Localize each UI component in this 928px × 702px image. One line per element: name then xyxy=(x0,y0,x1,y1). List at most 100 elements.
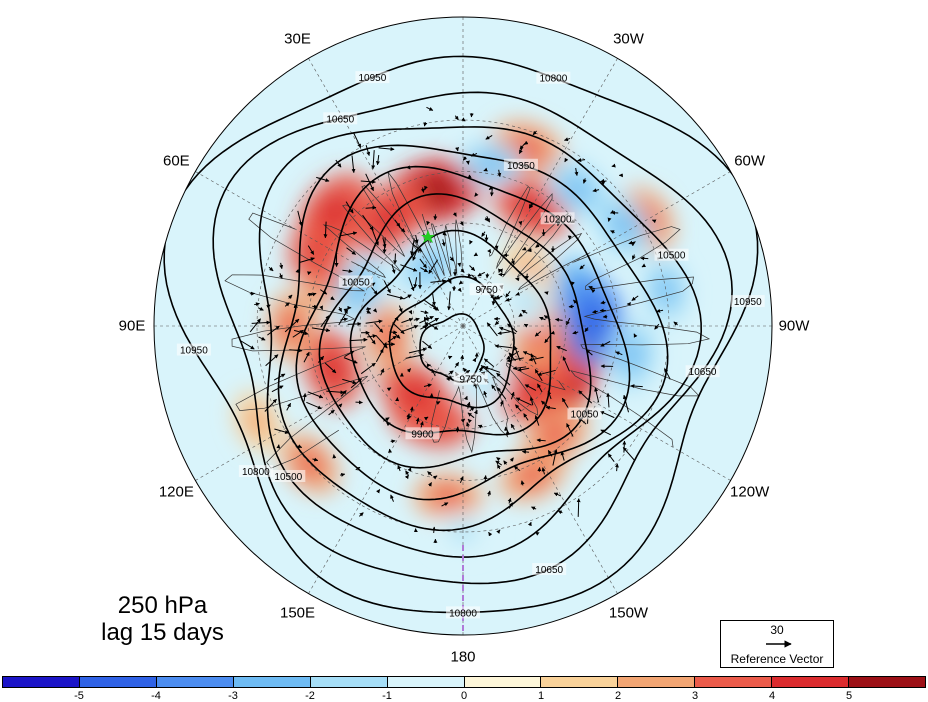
wind-vector xyxy=(264,398,277,412)
wind-vector xyxy=(376,489,381,494)
wind-vector xyxy=(426,220,431,226)
colorbar-tick-label: 3 xyxy=(691,690,699,702)
wind-vector xyxy=(295,269,300,274)
colorbar-swatch xyxy=(156,677,234,687)
wind-vector xyxy=(491,384,497,391)
wind-vector xyxy=(461,117,466,122)
wind-vector xyxy=(561,397,569,409)
wind-vector xyxy=(312,304,318,309)
wind-vector xyxy=(654,323,660,330)
wind-vector xyxy=(541,467,546,475)
wind-vector xyxy=(339,472,346,477)
svg-text:10950: 10950 xyxy=(734,297,762,308)
wind-vector xyxy=(386,422,391,427)
wind-vector xyxy=(279,262,284,270)
wind-vector xyxy=(447,291,452,311)
wind-vector xyxy=(505,291,511,298)
wind-vector xyxy=(375,155,380,166)
wind-vector xyxy=(365,173,374,192)
wind-vector xyxy=(254,302,260,307)
height-contour xyxy=(419,312,485,384)
anomaly-core xyxy=(516,289,539,316)
wind-vector xyxy=(426,106,434,111)
title-block: 250 hPa lag 15 days xyxy=(80,592,245,646)
wind-vector xyxy=(265,354,279,367)
wind-vector xyxy=(302,392,307,402)
wind-vector xyxy=(307,292,313,297)
wind-vector xyxy=(420,310,429,315)
wind-vector xyxy=(365,205,377,210)
wind-vector xyxy=(656,308,664,313)
wind-vector xyxy=(407,467,412,472)
wind-vector xyxy=(392,322,405,335)
wind-vector xyxy=(320,315,330,328)
wind-vector xyxy=(249,318,261,333)
wind-vector xyxy=(312,457,319,462)
wind-vector xyxy=(284,318,300,333)
coastline xyxy=(489,185,591,291)
wind-vector xyxy=(607,453,615,462)
wind-vector xyxy=(307,391,324,399)
wind-vector xyxy=(273,373,286,381)
wind-vector xyxy=(452,212,457,217)
colorbar-swatch xyxy=(387,677,465,687)
contour-label: 10650 xyxy=(532,563,567,576)
wind-vector xyxy=(408,309,413,315)
wind-vector xyxy=(374,322,384,333)
wind-vector xyxy=(524,140,529,145)
wind-vector xyxy=(517,367,530,372)
wind-vector xyxy=(557,510,563,515)
colorbar-tick-label: 5 xyxy=(845,690,853,702)
longitude-label: 150W xyxy=(608,604,649,622)
wind-vector xyxy=(509,457,514,462)
wind-vector xyxy=(268,266,274,272)
wind-vector xyxy=(529,396,534,406)
colorbar-tick-label: 1 xyxy=(537,690,545,702)
wind-vector xyxy=(472,357,477,363)
wind-vector xyxy=(390,439,396,444)
wind-vector xyxy=(383,280,391,294)
wind-vector xyxy=(544,291,549,296)
wind-vector xyxy=(347,321,362,326)
wind-vector xyxy=(251,320,271,325)
wind-vector xyxy=(335,159,342,168)
wind-vector xyxy=(274,428,290,434)
coastline xyxy=(224,212,368,469)
wind-vector xyxy=(393,253,398,265)
wind-vector xyxy=(600,300,606,305)
wind-vector xyxy=(267,325,280,336)
wind-vector xyxy=(566,317,571,326)
wind-vector xyxy=(503,460,508,465)
wind-vector xyxy=(510,391,515,400)
contour-label: 10050 xyxy=(567,407,602,420)
wind-vector xyxy=(423,416,429,421)
wind-vector xyxy=(497,331,510,336)
wind-vector xyxy=(518,147,523,154)
wind-vector xyxy=(340,317,348,322)
wind-vector xyxy=(409,406,414,413)
wind-vector xyxy=(299,257,315,263)
wind-vector xyxy=(496,529,501,534)
wind-vector xyxy=(366,331,376,345)
wind-vector xyxy=(408,347,428,354)
wind-vector xyxy=(292,329,304,338)
wind-vector xyxy=(600,429,611,436)
wind-vector xyxy=(664,368,671,380)
wind-vector xyxy=(487,490,492,497)
wind-vector xyxy=(342,378,357,385)
height-contour xyxy=(277,144,669,532)
wind-vector xyxy=(462,367,468,373)
longitude-label: 30E xyxy=(284,30,311,48)
longitude-label: 90E xyxy=(118,317,146,335)
wind-vector xyxy=(576,498,581,517)
reference-vector-magnitude: 30 xyxy=(770,623,784,637)
wind-vector xyxy=(391,264,396,274)
svg-text:10800: 10800 xyxy=(242,467,270,478)
wind-vector xyxy=(349,337,368,342)
contour-label: 10650 xyxy=(323,112,358,125)
wind-vector xyxy=(467,174,472,179)
pressure-level-label: 250 hPa xyxy=(117,592,208,619)
colorbar-swatch xyxy=(618,677,696,687)
wind-vector xyxy=(520,480,525,486)
wind-vector xyxy=(258,336,266,341)
